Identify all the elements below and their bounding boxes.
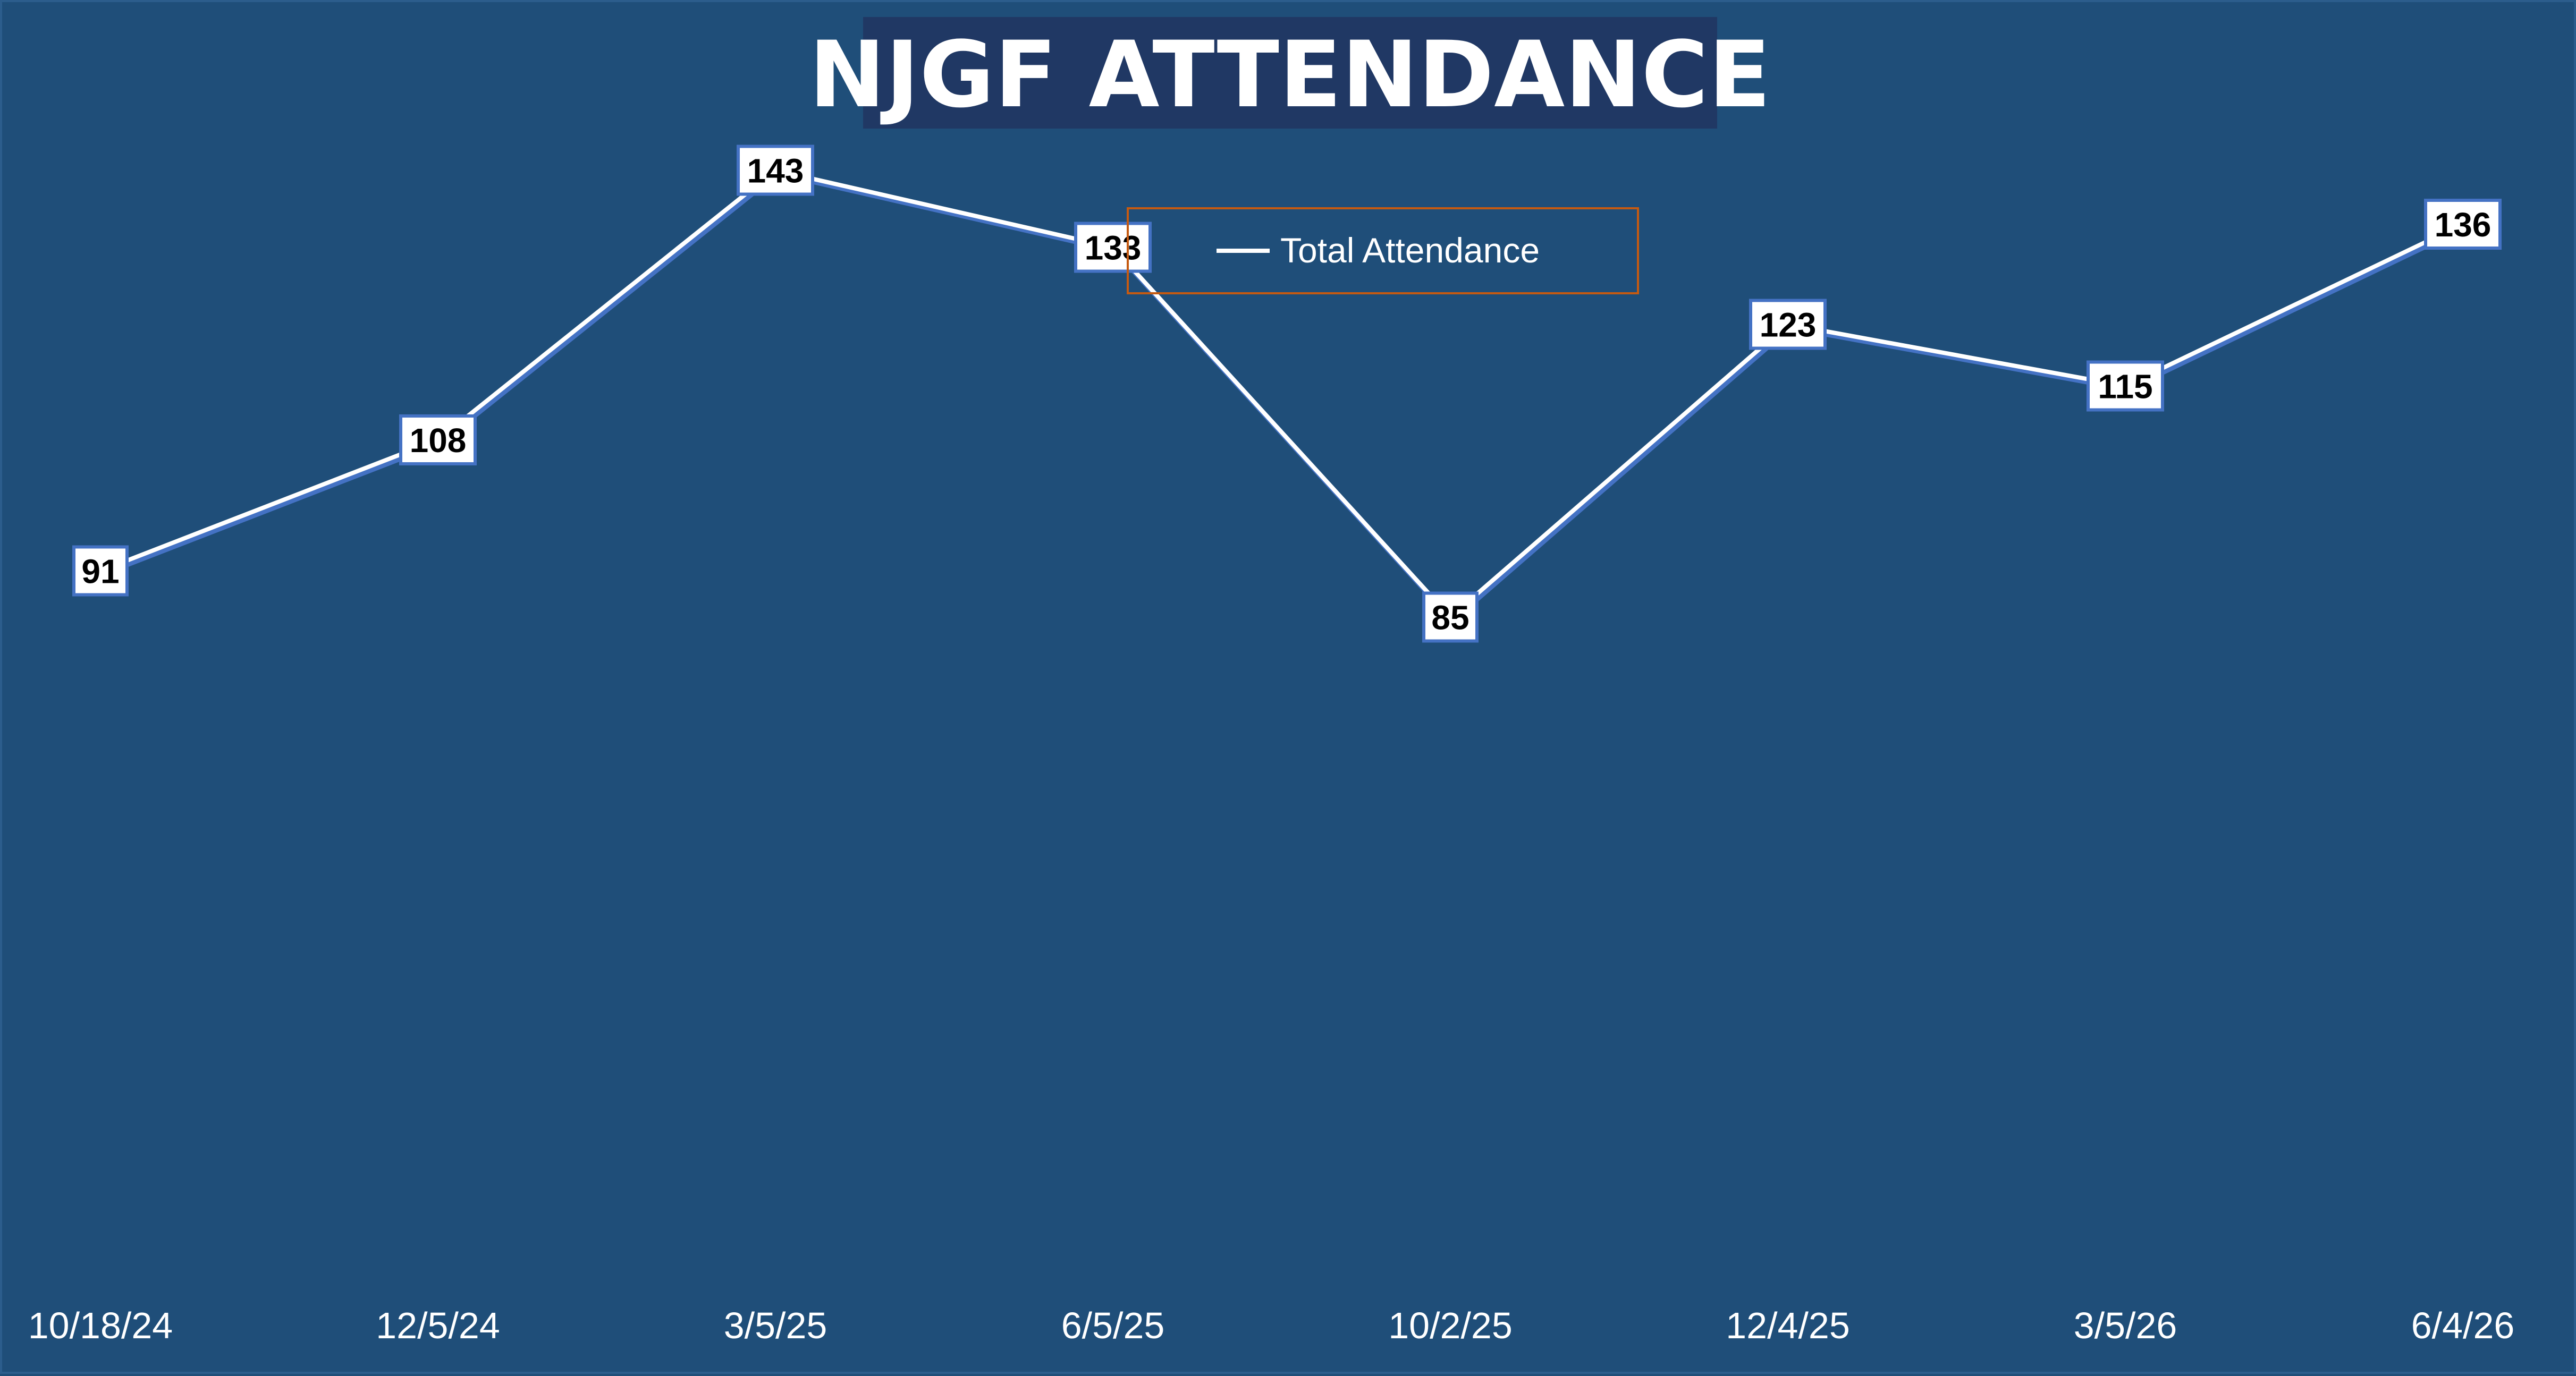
x-tick-label-1: 10/18/24 xyxy=(28,1305,173,1346)
data-label-4: 133 xyxy=(1085,229,1142,267)
series-line-total-attendance xyxy=(99,168,2464,619)
data-label-3: 143 xyxy=(747,152,804,190)
data-label-box-2 xyxy=(399,414,477,465)
data-label-8: 136 xyxy=(2435,206,2491,244)
x-tick-label-8: 6/4/26 xyxy=(2411,1305,2515,1346)
data-labels: 91 108 143 133 85 123 115 136 xyxy=(72,145,2502,643)
x-tick-label-7: 3/5/26 xyxy=(2074,1305,2177,1346)
legend: Total Attendance xyxy=(1127,207,1639,294)
data-label-box-6 xyxy=(1749,299,1827,350)
data-label-box-5 xyxy=(1422,591,1479,643)
x-tick-label-2: 12/5/24 xyxy=(376,1305,500,1346)
data-label-box-7 xyxy=(2087,360,2164,412)
x-tick-label-5: 10/2/25 xyxy=(1388,1305,1513,1346)
data-label-7: 115 xyxy=(2098,368,2152,406)
data-label-box-1 xyxy=(72,545,129,597)
x-tick-label-3: 3/5/25 xyxy=(724,1305,827,1346)
legend-box xyxy=(1127,207,1639,294)
data-label-box-4 xyxy=(1074,222,1152,273)
x-axis-tick-labels: 10/18/24 12/5/24 3/5/25 6/5/25 10/2/25 12/4/2… xyxy=(28,1305,2515,1346)
x-tick-label-6: 12/4/25 xyxy=(1726,1305,1850,1346)
data-label-5: 85 xyxy=(1431,599,1469,637)
data-label-box-8 xyxy=(2424,199,2502,250)
data-label-2: 108 xyxy=(410,421,467,460)
data-label-box-3 xyxy=(737,145,814,196)
x-tick-label-4: 6/5/25 xyxy=(1061,1305,1165,1346)
drop-lines xyxy=(99,170,2464,1272)
data-label-6: 123 xyxy=(1760,306,1817,344)
legend-label-total-attendance: Total Attendance xyxy=(1280,231,1540,270)
chart-title: NJGF ATTENDANCE xyxy=(809,21,1771,128)
data-label-1: 91 xyxy=(81,553,119,591)
series-lines xyxy=(99,168,2467,623)
chart-title-box xyxy=(863,17,1717,129)
